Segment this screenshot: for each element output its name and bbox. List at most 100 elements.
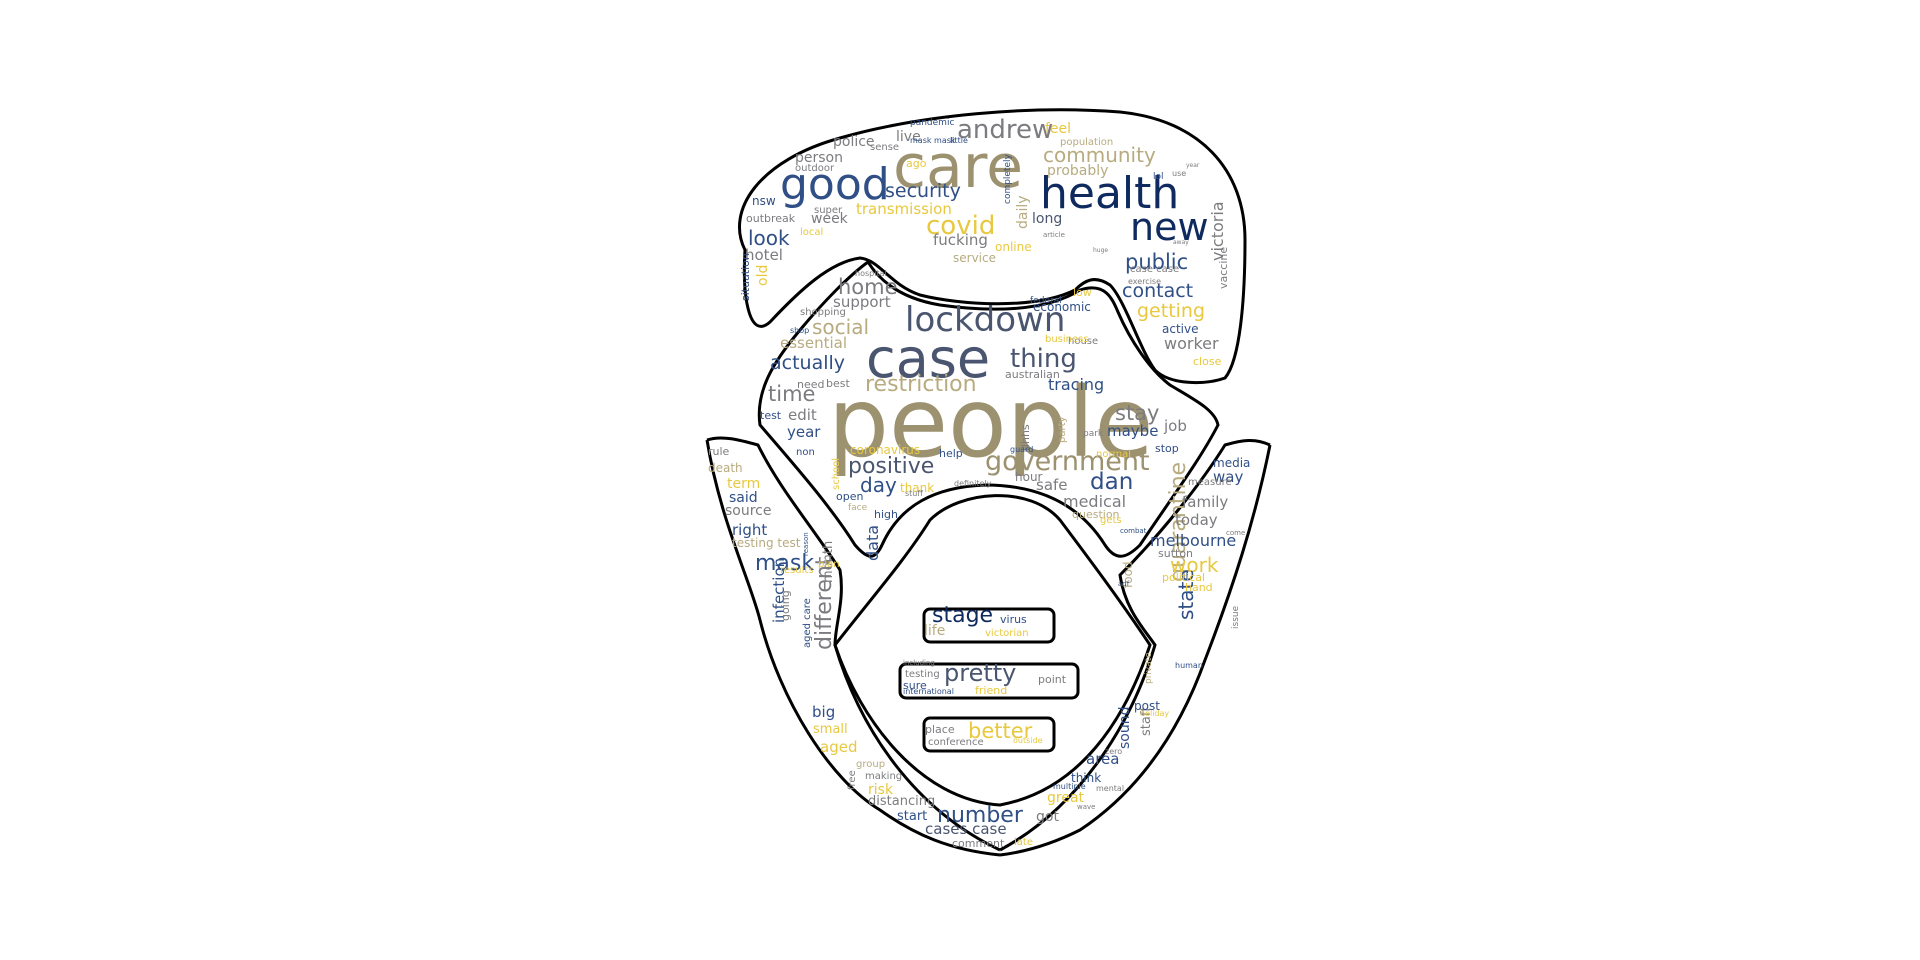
cloud-word: results	[780, 565, 814, 576]
cloud-word: edit	[788, 406, 817, 424]
cloud-word: comment	[952, 837, 1005, 850]
cloud-word: live	[896, 129, 921, 145]
cloud-word: life	[924, 623, 946, 639]
cloud-word: security	[885, 180, 961, 202]
cloud-word: population	[1060, 137, 1114, 148]
cloud-word: community	[1043, 143, 1156, 167]
cloud-word: time	[768, 382, 816, 406]
cloud-word: vaccine	[1217, 246, 1230, 289]
pleat-box-3	[922, 716, 1056, 753]
cloud-word: mask mask	[910, 136, 956, 145]
cloud-word: maybe	[1107, 422, 1159, 440]
cloud-word: non	[796, 447, 815, 458]
cloud-word: group	[856, 759, 886, 770]
cloud-word: away	[1173, 239, 1189, 246]
cloud-word: police	[833, 134, 875, 150]
cloud-word: old	[755, 264, 771, 286]
cloud-word: ago	[906, 157, 927, 170]
cloud-word: reason	[802, 532, 810, 556]
cloud-word: think	[1071, 771, 1102, 785]
cloud-word: support	[833, 293, 891, 311]
cloud-word: political	[1162, 571, 1206, 584]
cloud-word: great	[1047, 790, 1085, 806]
cloud-word: sutton	[1158, 547, 1194, 560]
cloud-word: long	[1032, 211, 1063, 227]
cloud-word: outdoor	[795, 163, 835, 174]
cloud-word: friend	[975, 684, 1008, 697]
cloud-word: care	[893, 132, 1024, 202]
cloud-word: contact	[1122, 280, 1194, 302]
cloud-word: pandemic	[910, 118, 955, 128]
cloud-word: lol	[1153, 172, 1164, 182]
pleat-box-2	[898, 662, 1080, 700]
cloud-word: hospital	[855, 269, 887, 278]
cloud-word: aged	[820, 738, 858, 756]
cloud-word: sound	[1117, 706, 1133, 750]
cloud-word: huge	[1093, 247, 1109, 254]
cloud-word: feel	[1045, 121, 1072, 137]
cloud-word: outbreak	[746, 212, 796, 225]
cloud-word: post	[1134, 699, 1160, 713]
cloud-word: sense	[870, 142, 900, 153]
cloud-word: human	[1175, 661, 1203, 670]
cloud-word: international	[903, 687, 954, 696]
cloud-word: face	[848, 503, 868, 513]
cloud-word: business	[1045, 334, 1089, 345]
cloud-word: case case	[1130, 264, 1180, 275]
cloud-word: including	[903, 659, 935, 667]
cloud-word: lockdown	[905, 300, 1066, 340]
cloud-word: job	[1164, 417, 1187, 435]
cloud-word: close	[1193, 355, 1222, 368]
cloud-word: area	[1086, 750, 1120, 768]
cloud-word: victorian	[985, 628, 1029, 639]
cloud-word: testing test	[732, 536, 801, 550]
cloud-word: small	[813, 722, 848, 737]
cloud-word: source	[725, 503, 772, 519]
mask-body-outline	[833, 494, 1152, 807]
cloud-word: week	[811, 211, 848, 227]
cloud-word: home	[838, 275, 898, 299]
cloud-word: good	[780, 159, 890, 210]
cloud-word: daily	[1015, 195, 1031, 229]
cloud-word: case	[866, 327, 991, 390]
cloud-word: melbourne	[1150, 531, 1237, 550]
cloud-word: big	[812, 703, 836, 721]
cloud-word: media	[1213, 456, 1251, 470]
cloud-word: health	[1040, 168, 1180, 219]
cloud-word: exercise	[1128, 277, 1162, 286]
cloud-word: said	[729, 490, 758, 506]
cloud-word: making	[865, 771, 903, 782]
cloud-word: day	[860, 473, 897, 497]
cloud-word: family	[1182, 493, 1229, 511]
cloud-word: positive	[848, 454, 935, 479]
cloud-word: late	[1014, 837, 1033, 848]
cloud-word: multiple	[1053, 782, 1086, 791]
cloud-word: andrew	[957, 115, 1054, 145]
cloud-word: stop	[1155, 442, 1179, 455]
cloud-word: plan	[818, 559, 840, 570]
cloud-word: wave	[1077, 803, 1096, 811]
cloud-word: outside	[1013, 736, 1043, 745]
cloud-word: issue	[1231, 605, 1241, 629]
right-strap-outline	[999, 439, 1272, 857]
cloud-word: risk	[868, 782, 894, 798]
cloud-word: got	[1036, 809, 1059, 825]
cloud-word: right	[732, 521, 768, 539]
cloud-word: rule	[708, 445, 730, 458]
cloud-word: worker	[1164, 334, 1219, 353]
cloud-word: probably	[1047, 163, 1109, 179]
cloud-word: cases case	[925, 820, 1007, 838]
cloud-word: government	[985, 446, 1150, 477]
cloud-word: year	[1186, 162, 1200, 169]
cloud-word: mental	[1096, 784, 1125, 793]
cloud-word: start	[897, 809, 928, 824]
pleat-box-1	[922, 607, 1056, 644]
cloud-word: death	[708, 461, 743, 475]
cloud-word: free	[847, 770, 858, 790]
cloud-word: actually	[770, 352, 846, 374]
cloud-word: low	[1073, 286, 1092, 299]
cloud-word: coronavirus	[850, 443, 921, 457]
cloud-word: essential	[780, 334, 848, 352]
